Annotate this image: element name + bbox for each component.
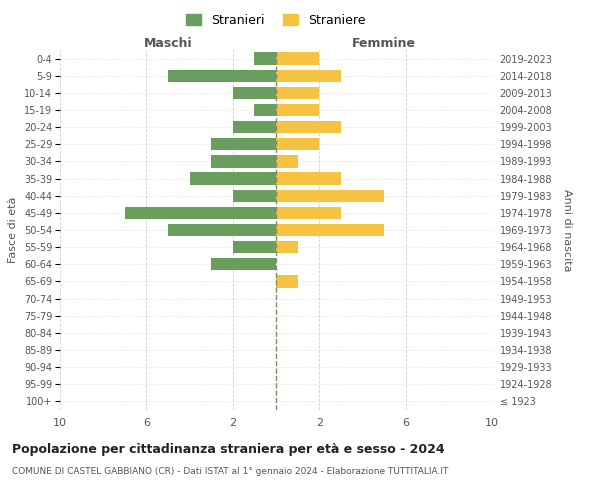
Bar xyxy=(233,121,276,134)
Bar xyxy=(276,190,384,202)
Bar xyxy=(276,224,384,236)
Bar xyxy=(276,121,341,134)
Bar xyxy=(276,241,298,254)
Bar xyxy=(125,206,276,219)
Bar xyxy=(276,86,319,99)
Bar xyxy=(276,276,298,287)
Legend: Stranieri, Straniere: Stranieri, Straniere xyxy=(181,8,371,32)
Bar xyxy=(190,172,276,184)
Bar xyxy=(211,138,276,150)
Bar xyxy=(168,70,276,82)
Text: Popolazione per cittadinanza straniera per età e sesso - 2024: Popolazione per cittadinanza straniera p… xyxy=(12,442,445,456)
Bar xyxy=(168,224,276,236)
Bar xyxy=(254,52,276,64)
Bar xyxy=(233,190,276,202)
Bar xyxy=(233,86,276,99)
Bar xyxy=(276,138,319,150)
Bar xyxy=(276,172,341,184)
Bar xyxy=(211,156,276,168)
Bar xyxy=(276,156,298,168)
Bar xyxy=(276,70,341,82)
Y-axis label: Anni di nascita: Anni di nascita xyxy=(562,188,572,271)
Text: COMUNE DI CASTEL GABBIANO (CR) - Dati ISTAT al 1° gennaio 2024 - Elaborazione TU: COMUNE DI CASTEL GABBIANO (CR) - Dati IS… xyxy=(12,468,448,476)
Bar xyxy=(211,258,276,270)
Y-axis label: Fasce di età: Fasce di età xyxy=(8,197,19,263)
Bar xyxy=(276,206,341,219)
Bar xyxy=(254,104,276,116)
Bar xyxy=(276,52,319,64)
Bar xyxy=(233,241,276,254)
Text: Femmine: Femmine xyxy=(352,37,416,50)
Bar xyxy=(276,104,319,116)
Text: Maschi: Maschi xyxy=(143,37,193,50)
